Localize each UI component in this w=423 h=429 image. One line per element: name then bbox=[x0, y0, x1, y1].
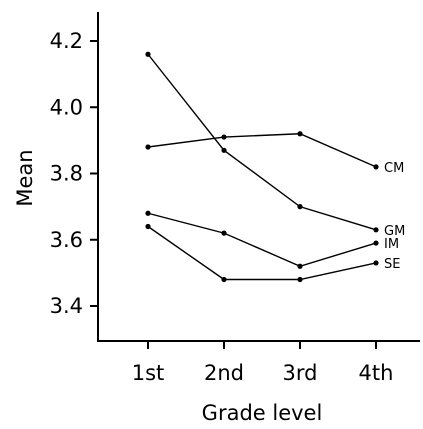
series-lines bbox=[145, 51, 379, 283]
x-tick-label: 4th bbox=[359, 361, 394, 385]
y-tick-label: 3.6 bbox=[50, 228, 83, 252]
data-point bbox=[221, 230, 227, 236]
series-line bbox=[147, 53, 377, 231]
series-im bbox=[145, 210, 379, 269]
data-point bbox=[373, 227, 379, 233]
data-point bbox=[145, 144, 151, 150]
series-label-se: SE bbox=[384, 257, 400, 272]
x-tick-label: 1st bbox=[132, 361, 165, 385]
x-tick-label: 3rd bbox=[283, 361, 318, 385]
series-label-cm: CM bbox=[384, 161, 404, 176]
data-point bbox=[145, 51, 151, 57]
data-point bbox=[145, 223, 151, 230]
data-point bbox=[297, 263, 303, 269]
axes bbox=[97, 12, 420, 342]
y-axis-title: Mean bbox=[13, 149, 37, 206]
data-point bbox=[221, 147, 227, 153]
y-tick-label: 3.8 bbox=[50, 162, 83, 186]
data-point bbox=[145, 210, 151, 216]
series-line bbox=[147, 212, 377, 267]
series-cm bbox=[145, 131, 379, 170]
series-label-gm: GM bbox=[384, 224, 405, 239]
data-point bbox=[297, 276, 303, 283]
y-tick-label: 4.2 bbox=[50, 29, 83, 53]
series-line bbox=[147, 133, 377, 168]
data-point bbox=[297, 131, 303, 137]
series-line bbox=[147, 225, 377, 281]
x-tick-label: 2nd bbox=[204, 361, 244, 385]
series-gm bbox=[145, 51, 379, 233]
data-point bbox=[297, 204, 303, 210]
series-se bbox=[145, 223, 379, 283]
y-tick-label: 3.4 bbox=[50, 294, 83, 318]
data-point bbox=[373, 164, 379, 170]
data-point bbox=[221, 276, 227, 283]
ticks: 3.4 3.6 3.8 4.0 4.2 1st 2nd 3rd 4th bbox=[50, 29, 394, 385]
data-point bbox=[373, 240, 379, 246]
data-point bbox=[373, 260, 379, 266]
data-point bbox=[221, 134, 227, 140]
x-axis-title: Grade level bbox=[202, 401, 323, 425]
series-label-im: IM bbox=[384, 237, 399, 252]
y-tick-label: 4.0 bbox=[50, 95, 83, 119]
